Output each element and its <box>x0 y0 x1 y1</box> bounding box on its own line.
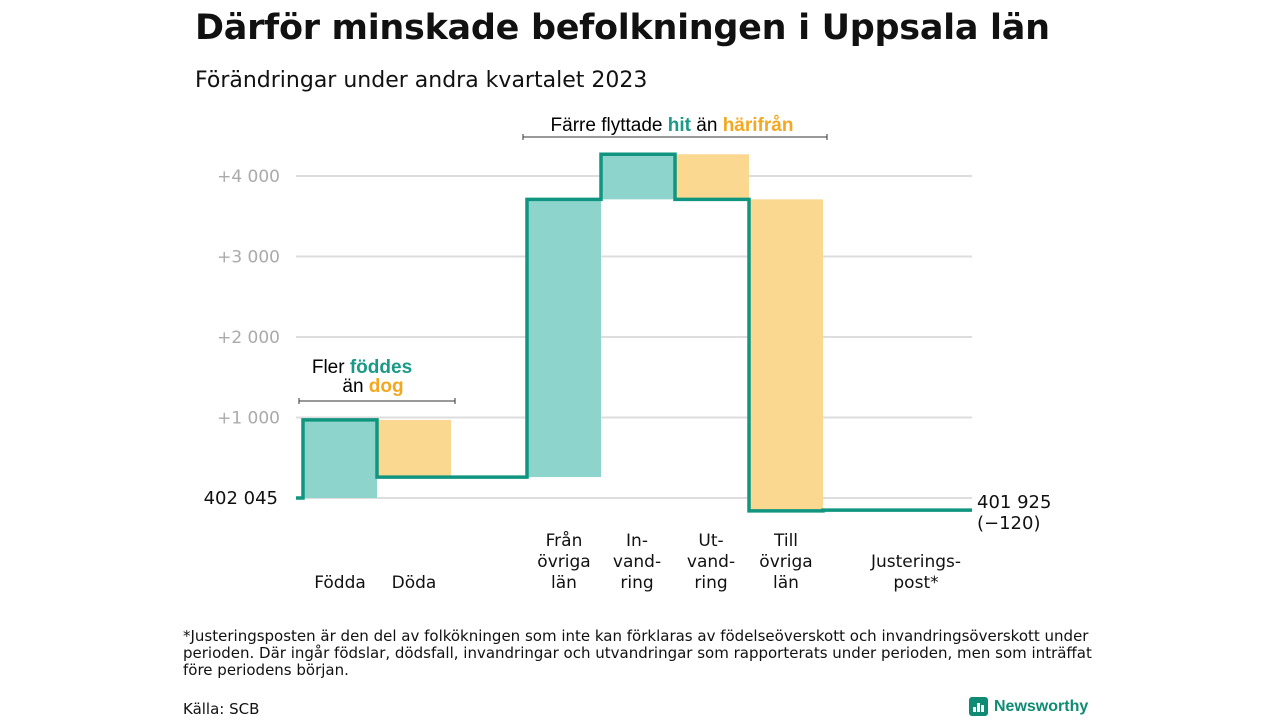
category-label: Från övriga län <box>509 531 619 594</box>
category-label-line: Döda <box>391 573 437 593</box>
category-label-line: Från <box>545 531 583 551</box>
category-label: Till övriga län <box>731 531 841 594</box>
flytt-annotation-pre: Färre flyttade <box>551 115 663 136</box>
flytt-annotation-hit: hit <box>668 115 692 136</box>
fodda-annotation-pre: Fler <box>312 357 345 378</box>
end-change-label: (−120) <box>977 513 1040 534</box>
category-label-line: Justerings- <box>870 552 962 572</box>
end-value-label: 401 925 <box>977 492 1051 513</box>
footnote: *Justeringsposten är den del av folkökni… <box>183 627 1092 679</box>
category-label-line: ring <box>620 573 654 593</box>
flytt-annotation-mid: än <box>696 115 717 136</box>
category-label-line: ring <box>694 573 728 593</box>
bar-0 <box>303 419 377 498</box>
chart-title: Därför minskade befolkningen i Uppsala l… <box>195 8 1050 48</box>
category-label: Ut-vand-ring <box>656 531 766 594</box>
source-label: Källa: SCB <box>183 700 260 718</box>
bar-4 <box>675 154 749 200</box>
category-label: Födda <box>285 573 395 594</box>
bar-1 <box>377 419 451 478</box>
category-label-line: övriga <box>537 552 591 572</box>
category-label-line: vand- <box>686 552 736 572</box>
category-label: In-vand-ring <box>582 531 692 594</box>
flytt-annotation: Färre flyttade hit än härifrån <box>551 115 794 136</box>
y-tick-label: +2 000 <box>217 328 280 348</box>
chart-subtitle: Förändringar under andra kvartalet 2023 <box>195 68 648 93</box>
flytt-annotation-harifran: härifrån <box>723 115 794 136</box>
category-label: Justerings-post* <box>861 552 971 594</box>
category-label-line: Födda <box>314 573 366 593</box>
category-label-line: vand- <box>612 552 662 572</box>
start-value-label: 402 045 <box>204 488 278 509</box>
brand-name: Newsworthy <box>994 697 1089 715</box>
fodda-annotation-line2-colored: dog <box>369 376 404 397</box>
y-tick-label: +4 000 <box>217 167 280 187</box>
category-label-line: In- <box>626 531 648 551</box>
bar-2 <box>527 199 601 478</box>
category-label-line: Ut- <box>698 531 724 551</box>
fodda-annotation-line2-pre: än <box>342 376 363 397</box>
category-label-line: post* <box>893 573 939 593</box>
category-label-line: övriga <box>759 552 813 572</box>
brand-logo: Newsworthy <box>969 697 1088 716</box>
category-label: Döda <box>359 573 469 594</box>
fodda-annotation-line2: än dog <box>342 376 403 397</box>
y-tick-label: +1 000 <box>217 409 280 429</box>
category-label-line: län <box>551 573 577 593</box>
fodda-annotation-colored: föddes <box>350 357 412 378</box>
y-tick-label: +3 000 <box>217 248 280 268</box>
bar-5 <box>749 199 823 511</box>
newsworthy-logo-icon <box>969 697 988 716</box>
running-total-line <box>296 152 972 513</box>
bar-3 <box>601 154 675 200</box>
fodda-annotation-line1: Fler föddes <box>312 357 412 378</box>
category-label-line: Till <box>773 531 799 551</box>
category-label-line: län <box>773 573 799 593</box>
